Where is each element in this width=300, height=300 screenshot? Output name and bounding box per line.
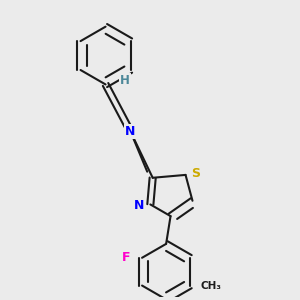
Text: H: H (120, 74, 130, 87)
Text: N: N (134, 199, 144, 212)
Text: N: N (125, 125, 136, 138)
Text: F: F (122, 251, 131, 264)
Text: S: S (191, 167, 200, 180)
Text: CH₃: CH₃ (201, 280, 222, 291)
